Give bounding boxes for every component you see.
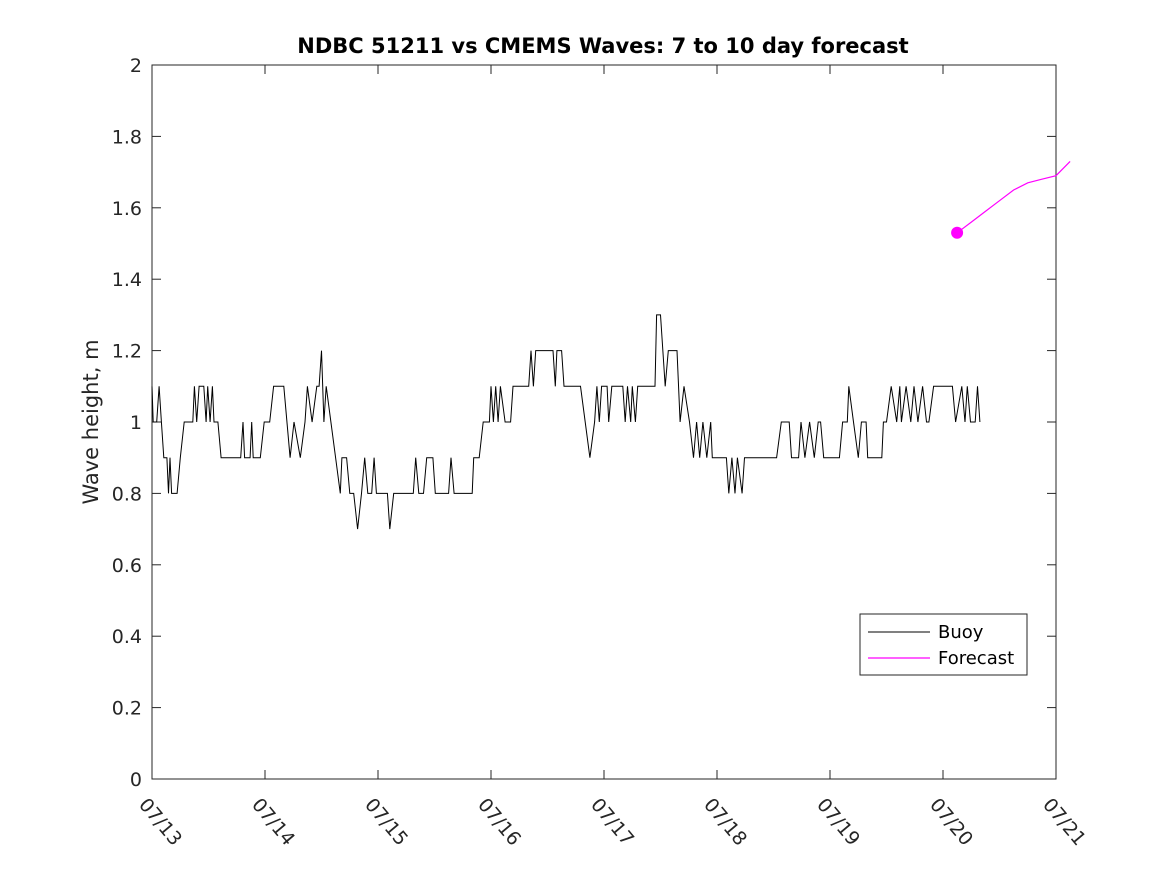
buoy-series-line — [151, 314, 981, 530]
y-tick-label: 0.4 — [112, 626, 142, 648]
y-axis-label: Wave height, m — [79, 339, 103, 504]
y-tick-label: 1.6 — [112, 198, 142, 220]
y-tick-label: 0.2 — [112, 698, 142, 720]
y-tick-label: 0 — [130, 769, 142, 791]
legend-label-buoy: Buoy — [938, 622, 984, 643]
legend: Buoy Forecast — [859, 613, 1028, 676]
y-tick-label: 1.4 — [112, 269, 142, 291]
chart-title: NDBC 51211 vs CMEMS Waves: 7 to 10 day f… — [297, 34, 908, 58]
y-tick-label: 2 — [130, 55, 142, 77]
forecast-series-line — [956, 160, 1071, 234]
y-tick-label: 0.6 — [112, 555, 142, 577]
y-tick-label: 1.2 — [112, 341, 142, 363]
forecast-start-marker — [951, 226, 964, 239]
y-tick-label: 1.8 — [112, 126, 142, 148]
y-tick-label: 0.8 — [112, 483, 142, 505]
legend-box — [859, 613, 1028, 676]
axis-ticks — [151, 64, 1057, 780]
y-tick-label: 1 — [130, 412, 142, 434]
legend-label-forecast: Forecast — [938, 648, 1014, 669]
y-tick-labels: 0 0.2 0.4 0.6 0.8 1 1.2 1.4 1.6 1.8 2 — [112, 55, 142, 791]
